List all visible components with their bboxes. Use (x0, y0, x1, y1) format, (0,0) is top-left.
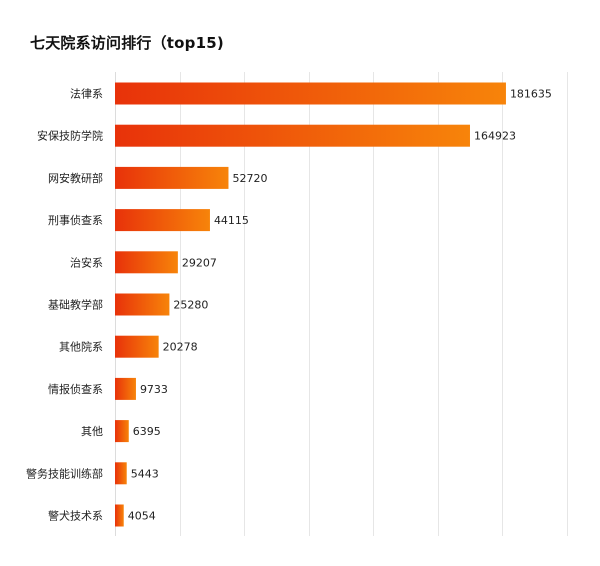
value-label: 9733 (140, 383, 168, 396)
bar (115, 504, 124, 527)
value-label: 5443 (131, 467, 159, 480)
bar (115, 377, 136, 400)
category-label: 其他 (81, 425, 103, 438)
category-label: 其他院系 (59, 340, 103, 354)
value-label: 6395 (133, 425, 161, 438)
chart-title: 七天院系访问排行（top15) (30, 34, 224, 52)
category-label: 法律系 (70, 87, 103, 101)
category-label: 网安教研部 (48, 171, 103, 185)
category-label: 警务技能训练部 (26, 466, 103, 480)
value-label: 44115 (214, 214, 249, 227)
category-label: 刑事侦查系 (48, 213, 103, 227)
bar (115, 420, 129, 443)
value-label: 29207 (182, 256, 217, 269)
category-label: 警犬技术系 (48, 509, 103, 523)
value-label: 4054 (128, 510, 156, 523)
value-label: 52720 (232, 172, 267, 185)
bar (115, 293, 170, 316)
category-label: 情报侦查系 (48, 382, 103, 396)
label-layer: 法律系 181635 安保技防学院 164923 网安教研部 52720 刑事侦查系 4411… (26, 87, 552, 523)
bar (115, 209, 210, 232)
bar (115, 462, 127, 485)
bar (115, 82, 506, 105)
bar-layer (115, 82, 506, 527)
value-label: 164923 (474, 130, 516, 143)
category-label: 治安系 (70, 255, 103, 269)
value-label: 20278 (163, 341, 198, 354)
bar (115, 335, 159, 358)
value-label: 181635 (510, 88, 552, 101)
category-label: 安保技防学院 (37, 129, 103, 143)
value-label: 25280 (173, 299, 208, 312)
bar (115, 166, 229, 189)
bar (115, 251, 178, 274)
bar (115, 124, 470, 147)
category-label: 基础教学部 (48, 298, 103, 312)
